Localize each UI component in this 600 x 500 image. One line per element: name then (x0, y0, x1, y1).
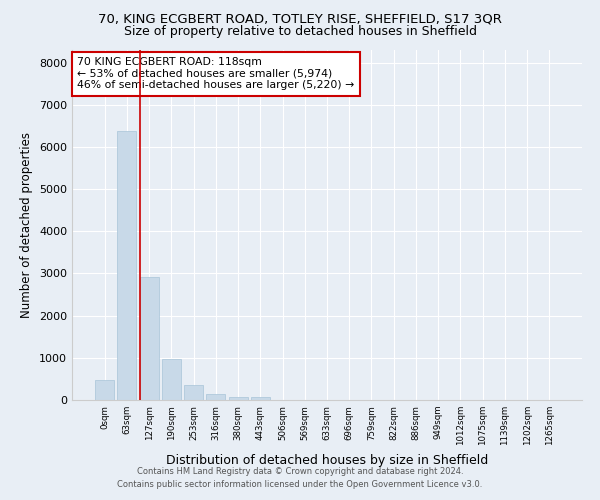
Bar (184, 385, 203, 400)
Bar (140, 277, 158, 400)
Bar (229, 396, 248, 400)
Y-axis label: Number of detached properties: Number of detached properties (20, 132, 34, 318)
Text: Contains HM Land Registry data © Crown copyright and database right 2024.
Contai: Contains HM Land Registry data © Crown c… (118, 468, 482, 489)
Bar (118, 131, 136, 400)
Text: 70 KING ECGBERT ROAD: 118sqm
← 53% of detached houses are smaller (5,974)
46% of: 70 KING ECGBERT ROAD: 118sqm ← 53% of de… (77, 57, 355, 90)
Bar (95, 380, 114, 400)
Text: Size of property relative to detached houses in Sheffield: Size of property relative to detached ho… (124, 25, 476, 38)
Bar (206, 394, 225, 400)
Text: 70, KING ECGBERT ROAD, TOTLEY RISE, SHEFFIELD, S17 3QR: 70, KING ECGBERT ROAD, TOTLEY RISE, SHEF… (98, 12, 502, 26)
X-axis label: Distribution of detached houses by size in Sheffield: Distribution of detached houses by size … (166, 454, 488, 466)
Bar (162, 358, 181, 400)
Bar (251, 398, 270, 400)
